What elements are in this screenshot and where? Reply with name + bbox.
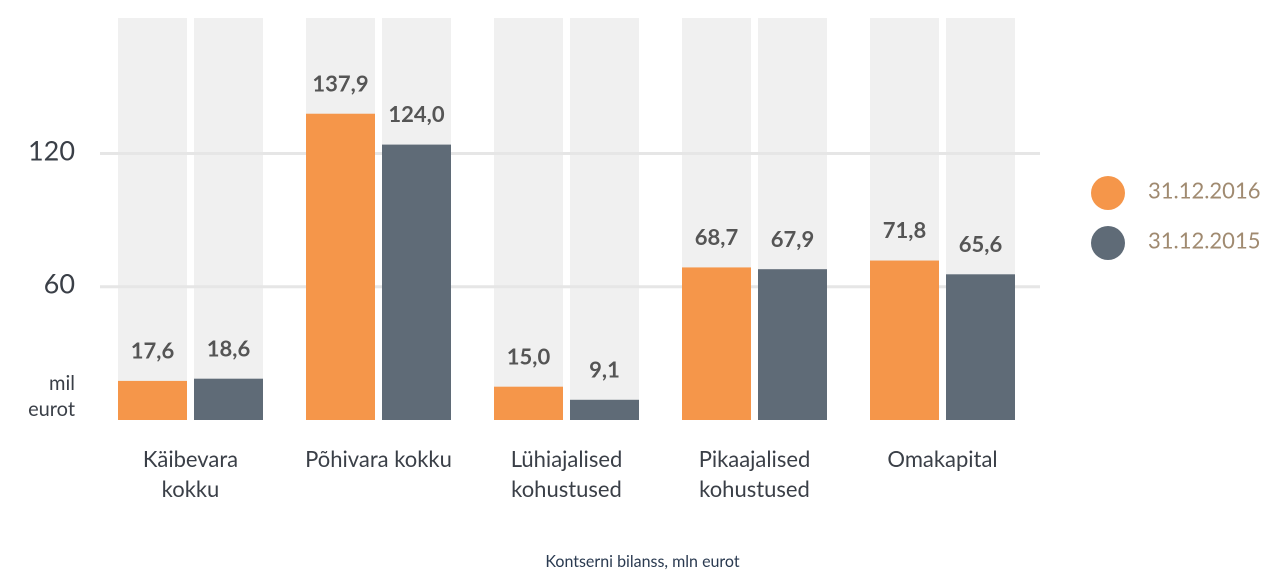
legend-label: 31.12.2016 <box>1148 177 1260 204</box>
value-label: 67,9 <box>771 225 814 252</box>
bar <box>946 274 1015 420</box>
bar <box>570 399 639 420</box>
column-background <box>494 18 563 420</box>
value-label: 68,7 <box>695 223 739 250</box>
value-label: 137,9 <box>312 69 368 96</box>
bar <box>494 386 563 420</box>
x-tick-label: Omakapital <box>887 445 998 472</box>
value-label: 124,0 <box>388 100 444 127</box>
value-label: 18,6 <box>207 334 251 361</box>
value-label: 15,0 <box>507 342 551 369</box>
value-label: 71,8 <box>883 216 926 243</box>
value-label: 65,6 <box>959 230 1003 257</box>
x-tick-label: Lühiajalised kohustused <box>510 445 623 502</box>
bar <box>194 378 263 420</box>
caption: Kontserni bilanss, mln eurot <box>545 552 740 571</box>
x-tick-label: Pikaajalised kohustused <box>698 445 811 502</box>
y-tick-label: 120 <box>28 133 75 166</box>
value-label: 17,6 <box>131 337 175 364</box>
legend-marker <box>1091 176 1125 210</box>
bar <box>870 260 939 420</box>
x-tick-label: Põhivara kokku <box>305 445 452 472</box>
column-background <box>118 18 187 420</box>
bar <box>682 267 751 420</box>
column-background <box>194 18 263 420</box>
y-tick-label: 60 <box>44 267 75 300</box>
column-background <box>570 18 639 420</box>
y-axis-label: mil eurot <box>28 371 75 421</box>
legend-marker <box>1091 226 1125 260</box>
bar <box>306 113 375 421</box>
value-label: 9,1 <box>589 355 620 382</box>
x-tick-label: Käibevara kokku <box>142 445 239 502</box>
bar <box>118 380 187 420</box>
bar <box>758 269 827 420</box>
bar <box>382 144 451 420</box>
legend-label: 31.12.2015 <box>1148 227 1260 254</box>
